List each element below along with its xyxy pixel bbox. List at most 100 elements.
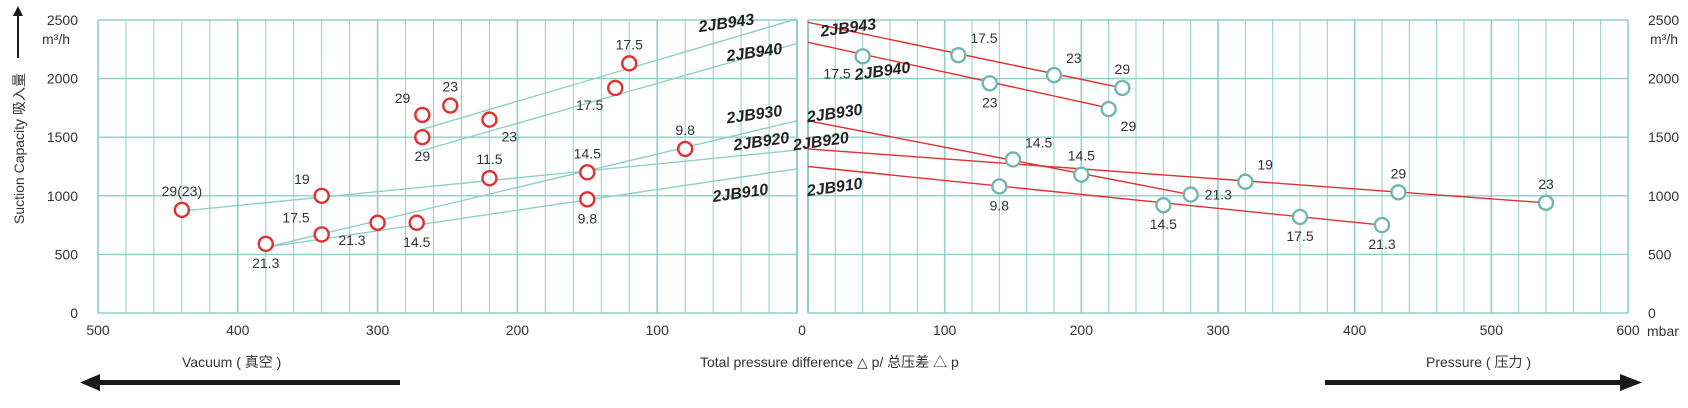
series-line-vacuum-2jb943: [419, 18, 798, 131]
pressure-label: Pressure ( 压力 ): [1426, 354, 1531, 370]
y-tick-label-right: 1500: [1648, 129, 1679, 145]
data-point-label: 19: [1257, 157, 1273, 173]
data-point-marker: [579, 191, 596, 208]
data-point-marker: [481, 170, 498, 187]
x-axis-label: Total pressure difference △ p/ 总压差 △ p: [700, 354, 959, 370]
y-axis-arrow-head: [13, 6, 23, 16]
data-point-label: 19: [294, 171, 310, 187]
grid: [97, 19, 1629, 314]
data-point-label: 14.5: [1025, 134, 1052, 150]
series-label-vacuum-2jb943: 2JB943: [697, 11, 756, 36]
data-point-marker: [313, 187, 330, 205]
y-tick-label-right: 2500: [1648, 12, 1679, 28]
data-point-marker: [408, 214, 425, 231]
axes: 0 500 1000 1500 2000 2500 0 500 1000 1500 2000 2500…: [47, 12, 1680, 338]
data-point-label: 23: [1066, 50, 1082, 66]
data-point-marker: [481, 111, 498, 128]
data-point-label: 11.5: [476, 151, 502, 167]
data-point-marker: [173, 201, 191, 219]
data-point-label: 14.5: [1150, 216, 1177, 232]
series-line-pressure-2jb920: [807, 148, 1547, 204]
data-point-marker: [991, 178, 1008, 195]
data-point-label: 29: [1391, 165, 1407, 181]
y-tick-label-right: 1000: [1648, 188, 1679, 204]
data-point-marker: [676, 140, 694, 158]
data-point-label: 17.5: [970, 30, 997, 46]
vacuum-arrow-head: [80, 374, 100, 391]
data-point-marker: [1390, 184, 1407, 201]
x-tick-label-vacuum: 400: [226, 322, 250, 338]
x-tick-label-pressure: 200: [1070, 322, 1094, 338]
data-point-marker: [1114, 79, 1131, 97]
data-point-marker: [414, 106, 431, 124]
x-tick-label-pressure: 100: [933, 322, 957, 338]
x-tick-label-zero: 0: [798, 322, 806, 338]
data-point-label: 23: [443, 79, 459, 95]
x-tick-label-vacuum: 300: [366, 322, 390, 338]
data-point-marker: [1537, 194, 1555, 212]
pressure-arrow-head: [1620, 374, 1642, 391]
data-point-label: 17.5: [823, 65, 850, 81]
y-tick-label-left: 1500: [47, 129, 78, 145]
y-tick-label-left: 2500: [47, 12, 78, 28]
x-tick-label-pressure: 600: [1616, 322, 1640, 338]
series-line-vacuum-2jb940: [419, 42, 798, 152]
data-point-label: 14.5: [574, 145, 601, 161]
data-point-marker: [1045, 66, 1063, 84]
chart-text: m³/h m³/h mbar Suction Capacity 吸入量 Vacu…: [11, 31, 1679, 370]
data-point-marker: [981, 75, 998, 92]
data-point-label: 14.5: [1068, 148, 1095, 164]
vacuum-label: Vacuum ( 真空 ): [182, 354, 281, 370]
data-point-label: 21.3: [252, 255, 279, 271]
series-line-vacuum-2jb910: [265, 168, 798, 249]
series-label-pressure-2jb930: 2JB930: [805, 102, 864, 127]
y-tick-label-left: 0: [70, 305, 78, 321]
y-axis-label: Suction Capacity 吸入量: [11, 73, 27, 224]
data-points: 29(23) 21.3 19 17.5 21.3 14.5 29 29 23 23 11.5 14.5…: [162, 30, 1555, 271]
data-point-label: 29: [1121, 118, 1137, 134]
y-tick-label-right: 500: [1648, 246, 1672, 262]
data-point-marker: [854, 48, 871, 65]
x-tick-label-pressure: 500: [1480, 322, 1504, 338]
series-line-pressure-2jb910: [807, 165, 1383, 226]
data-point-marker: [414, 128, 431, 146]
data-point-marker: [1182, 186, 1199, 203]
series-label-vacuum-2jb920: 2JB920: [731, 130, 790, 155]
data-point-marker: [950, 46, 967, 64]
decorations: [13, 6, 1642, 391]
y-tick-label-right: 2000: [1648, 71, 1679, 87]
vacuum-arrow-shaft: [100, 380, 400, 385]
x-tick-label-vacuum: 200: [506, 322, 530, 338]
x-tick-label-pressure: 400: [1343, 322, 1367, 338]
data-point-marker: [1004, 151, 1022, 168]
data-point-label: 21.3: [1368, 236, 1395, 252]
x-tick-label-vacuum: 500: [86, 322, 110, 338]
series-label-vacuum-2jb910: 2JB910: [711, 181, 770, 206]
x-unit-right: mbar: [1647, 323, 1679, 339]
y-tick-label-left: 1000: [47, 188, 78, 204]
data-point-label: 29: [1115, 61, 1131, 77]
unit-left: m³/h: [42, 31, 70, 47]
data-point-label: 23: [982, 94, 998, 110]
data-point-marker: [369, 214, 386, 231]
unit-right: m³/h: [1650, 31, 1678, 47]
data-point-label: 17.5: [576, 97, 603, 113]
data-point-label: 17.5: [616, 36, 643, 52]
data-point-label: 29: [395, 90, 411, 106]
x-tick-label-vacuum: 100: [646, 322, 670, 338]
series-lines: 2JB9432JB9402JB9302JB9202JB9102JB9432JB9…: [181, 11, 1547, 249]
data-point-label: 9.8: [990, 197, 1010, 213]
data-point-label: 29: [415, 148, 431, 164]
data-point-marker: [313, 226, 330, 243]
data-point-marker: [607, 79, 624, 97]
series-label-vacuum-2jb940: 2JB940: [725, 41, 784, 66]
data-point-label: 9.8: [675, 122, 695, 138]
data-point-label: 21.3: [338, 232, 365, 248]
data-point-label: 29(23): [162, 183, 202, 199]
y-tick-label-left: 2000: [47, 71, 78, 87]
data-point-marker: [1291, 208, 1309, 226]
series-line-vacuum-2jb930: [265, 120, 798, 249]
data-point-marker: [1155, 196, 1172, 214]
